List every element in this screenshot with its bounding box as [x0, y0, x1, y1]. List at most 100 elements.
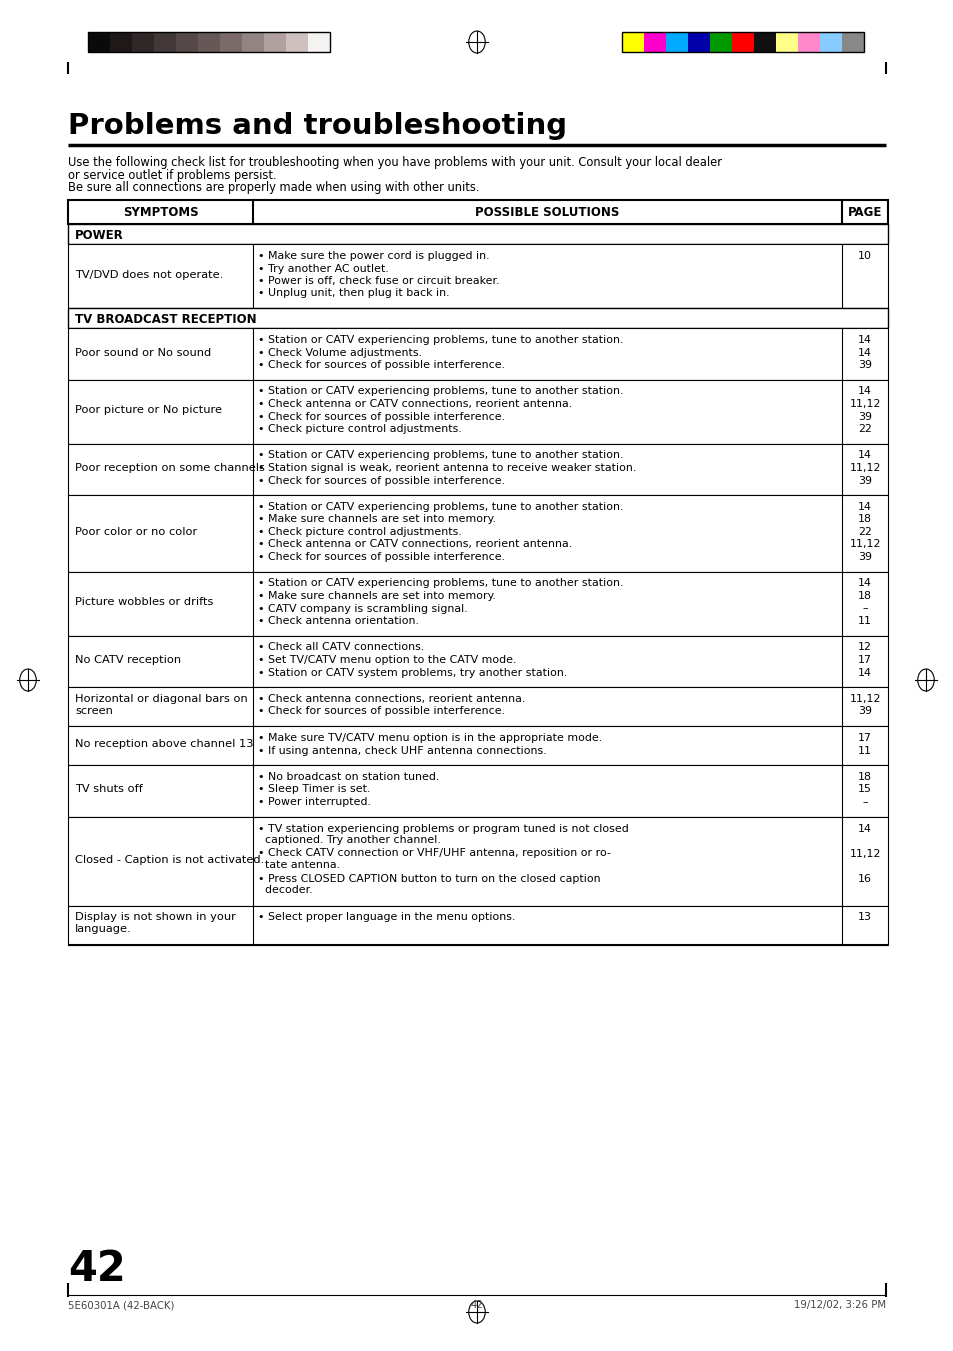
- Text: • Make sure the power cord is plugged in.: • Make sure the power cord is plugged in…: [257, 251, 489, 261]
- Bar: [709, 32, 731, 51]
- Text: • Select proper language in the menu options.: • Select proper language in the menu opt…: [257, 912, 515, 923]
- Bar: [68, 816, 887, 905]
- Text: • Station or CATV experiencing problems, tune to another station.: • Station or CATV experiencing problems,…: [257, 578, 622, 589]
- Text: Closed - Caption is not activated.: Closed - Caption is not activated.: [75, 855, 264, 865]
- Text: Poor reception on some channels: Poor reception on some channels: [75, 463, 265, 473]
- Bar: [242, 32, 264, 51]
- Text: 22: 22: [858, 424, 871, 434]
- Text: 11,12: 11,12: [848, 848, 880, 858]
- Bar: [68, 224, 887, 245]
- Text: Use the following check list for troubleshooting when you have problems with you: Use the following check list for trouble…: [68, 155, 721, 169]
- Text: • Check CATV connection or VHF/UHF antenna, reposition or ro-
  tate antenna.: • Check CATV connection or VHF/UHF anten…: [257, 848, 610, 870]
- Text: 39: 39: [857, 553, 871, 562]
- Text: • Set TV/CATV menu option to the CATV mode.: • Set TV/CATV menu option to the CATV mo…: [257, 655, 516, 665]
- Bar: [621, 32, 863, 51]
- Text: • Station or CATV experiencing problems, tune to another station.: • Station or CATV experiencing problems,…: [257, 335, 622, 345]
- Text: 11,12: 11,12: [848, 694, 880, 704]
- Text: Picture wobbles or drifts: Picture wobbles or drifts: [75, 597, 213, 607]
- Bar: [88, 32, 110, 51]
- Text: 14: 14: [857, 335, 871, 345]
- Bar: [68, 571, 887, 635]
- Text: • Make sure channels are set into memory.: • Make sure channels are set into memory…: [257, 515, 496, 524]
- Bar: [68, 635, 887, 688]
- Text: TV/DVD does not operate.: TV/DVD does not operate.: [75, 270, 223, 280]
- Bar: [68, 688, 887, 725]
- Text: No CATV reception: No CATV reception: [75, 655, 181, 665]
- Text: 15: 15: [857, 785, 871, 794]
- Text: • Sleep Timer is set.: • Sleep Timer is set.: [257, 785, 370, 794]
- Text: 22: 22: [858, 527, 871, 536]
- Bar: [68, 380, 887, 443]
- Text: Problems and troubleshooting: Problems and troubleshooting: [68, 112, 566, 141]
- Text: 11,12: 11,12: [848, 539, 880, 550]
- Text: POWER: POWER: [75, 230, 124, 242]
- Text: 39: 39: [857, 707, 871, 716]
- Text: 17: 17: [857, 734, 871, 743]
- Text: or service outlet if problems persist.: or service outlet if problems persist.: [68, 169, 276, 182]
- Text: Poor color or no color: Poor color or no color: [75, 527, 197, 536]
- Text: • Unplug unit, then plug it back in.: • Unplug unit, then plug it back in.: [257, 289, 449, 299]
- Text: Horizontal or diagonal bars on
screen: Horizontal or diagonal bars on screen: [75, 694, 248, 716]
- Text: • If using antenna, check UHF antenna connections.: • If using antenna, check UHF antenna co…: [257, 746, 546, 755]
- Text: • Check for sources of possible interference.: • Check for sources of possible interfer…: [257, 553, 504, 562]
- Text: POSSIBLE SOLUTIONS: POSSIBLE SOLUTIONS: [475, 205, 619, 219]
- Text: 13: 13: [857, 912, 871, 923]
- Bar: [68, 765, 887, 816]
- Text: • Check antenna or CATV connections, reorient antenna.: • Check antenna or CATV connections, reo…: [257, 539, 572, 550]
- Text: TV BROADCAST RECEPTION: TV BROADCAST RECEPTION: [75, 313, 256, 326]
- Text: • Power interrupted.: • Power interrupted.: [257, 797, 371, 807]
- Text: • Power is off, check fuse or circuit breaker.: • Power is off, check fuse or circuit br…: [257, 276, 499, 286]
- Text: 42: 42: [68, 1248, 126, 1290]
- Text: • Station signal is weak, reorient antenna to receive weaker station.: • Station signal is weak, reorient anten…: [257, 463, 636, 473]
- Text: 39: 39: [857, 359, 871, 370]
- Bar: [110, 32, 132, 51]
- Text: Display is not shown in your
language.: Display is not shown in your language.: [75, 912, 235, 934]
- Text: • Check for sources of possible interference.: • Check for sources of possible interfer…: [257, 412, 504, 422]
- Bar: [643, 32, 665, 51]
- Text: 19/12/02, 3:26 PM: 19/12/02, 3:26 PM: [793, 1300, 885, 1310]
- Bar: [797, 32, 820, 51]
- Text: 12: 12: [857, 643, 871, 653]
- Bar: [68, 725, 887, 765]
- Text: 39: 39: [857, 476, 871, 485]
- Text: • Press CLOSED CAPTION button to turn on the closed caption
  decoder.: • Press CLOSED CAPTION button to turn on…: [257, 874, 600, 896]
- Bar: [68, 308, 887, 328]
- Text: Poor picture or No picture: Poor picture or No picture: [75, 405, 222, 415]
- Text: • Check Volume adjustments.: • Check Volume adjustments.: [257, 347, 421, 358]
- Text: • Check antenna or CATV connections, reorient antenna.: • Check antenna or CATV connections, reo…: [257, 399, 572, 409]
- Text: • Make sure TV/CATV menu option is in the appropriate mode.: • Make sure TV/CATV menu option is in th…: [257, 734, 601, 743]
- Text: • Check picture control adjustments.: • Check picture control adjustments.: [257, 527, 461, 536]
- Text: No reception above channel 13: No reception above channel 13: [75, 739, 253, 750]
- Text: Poor sound or No sound: Poor sound or No sound: [75, 347, 211, 358]
- Bar: [175, 32, 198, 51]
- Bar: [753, 32, 775, 51]
- Text: • Check picture control adjustments.: • Check picture control adjustments.: [257, 424, 461, 434]
- Bar: [68, 443, 887, 494]
- Bar: [132, 32, 153, 51]
- Text: • Check for sources of possible interference.: • Check for sources of possible interfer…: [257, 359, 504, 370]
- Bar: [665, 32, 687, 51]
- Bar: [88, 32, 330, 51]
- Text: • No broadcast on station tuned.: • No broadcast on station tuned.: [257, 771, 438, 782]
- Text: • Make sure channels are set into memory.: • Make sure channels are set into memory…: [257, 590, 496, 601]
- Text: SYMPTOMS: SYMPTOMS: [123, 205, 198, 219]
- Text: • Station or CATV system problems, try another station.: • Station or CATV system problems, try a…: [257, 667, 567, 677]
- Text: 14: 14: [857, 667, 871, 677]
- Text: • Try another AC outlet.: • Try another AC outlet.: [257, 263, 388, 273]
- Text: • TV station experiencing problems or program tuned is not closed
  captioned. T: • TV station experiencing problems or pr…: [257, 824, 628, 846]
- Text: 14: 14: [857, 450, 871, 461]
- Bar: [264, 32, 286, 51]
- Text: 14: 14: [857, 386, 871, 396]
- Bar: [68, 328, 887, 380]
- Text: • Station or CATV experiencing problems, tune to another station.: • Station or CATV experiencing problems,…: [257, 503, 622, 512]
- Text: –: –: [862, 604, 867, 613]
- Bar: [820, 32, 841, 51]
- Text: PAGE: PAGE: [847, 205, 882, 219]
- Text: • Station or CATV experiencing problems, tune to another station.: • Station or CATV experiencing problems,…: [257, 386, 622, 396]
- Bar: [286, 32, 308, 51]
- Bar: [198, 32, 220, 51]
- Bar: [775, 32, 797, 51]
- Text: Be sure all connections are properly made when using with other units.: Be sure all connections are properly mad…: [68, 181, 479, 195]
- Text: 18: 18: [857, 590, 871, 601]
- Text: 11,12: 11,12: [848, 463, 880, 473]
